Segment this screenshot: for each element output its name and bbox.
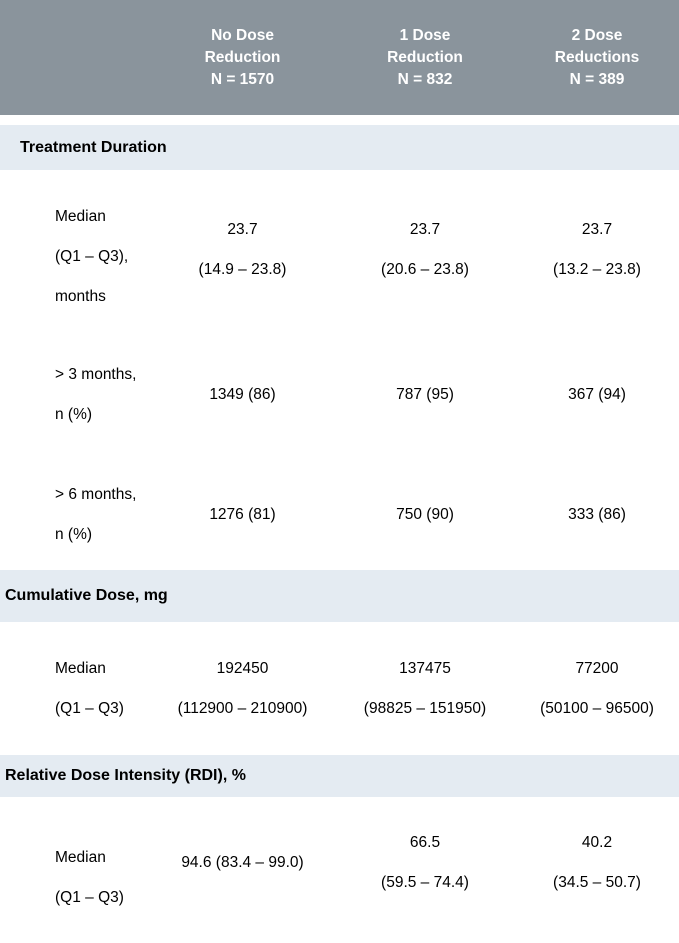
data-cell: 1276 (81) — [150, 460, 335, 570]
section-title: Treatment Duration — [20, 138, 167, 156]
cell-value-line: 66.5 — [409, 833, 441, 851]
table-header-row: No Dose Reduction N = 1570 1 Dose Reduct… — [0, 0, 679, 115]
cell-value-line: (59.5 – 74.4) — [381, 873, 469, 891]
data-cell: 192450 (112900 – 210900) — [150, 622, 335, 755]
cell-value-line: 787 (95) — [396, 386, 454, 403]
cell-value-line: 192450 — [216, 659, 269, 677]
row-label: > 3 months, n (%) — [0, 330, 150, 460]
data-cell: 66.5 (59.5 – 74.4) — [335, 797, 515, 928]
cell-value-line: (34.5 – 50.7) — [553, 873, 641, 891]
data-cell: 137475 (98825 – 151950) — [335, 622, 515, 755]
column-title-line: Reduction — [204, 48, 281, 66]
row-gt-6-months: > 6 months, n (%) 1276 (81) 750 (90) 333… — [0, 460, 679, 570]
column-title-line: 2 Dose — [571, 26, 623, 44]
column-header-no-dose-reduction: No Dose Reduction N = 1570 — [150, 0, 335, 115]
cell-value-line: 23.7 — [409, 221, 441, 238]
cell-value-line: (20.6 – 23.8) — [381, 261, 469, 278]
data-cell: 367 (94) — [515, 330, 679, 460]
row-median-duration: Median (Q1 – Q3), months 23.7 (14.9 – 23… — [0, 170, 679, 330]
header-spacer — [0, 0, 150, 115]
data-cell: 333 (86) — [515, 460, 679, 570]
row-label-line: Median — [55, 659, 106, 677]
data-cell: 94.6 (83.4 – 99.0) — [150, 797, 335, 928]
data-cell: 23.7 (14.9 – 23.8) — [150, 170, 335, 330]
cell-value-line: 40.2 — [581, 833, 613, 851]
cell-value-line: 23.7 — [227, 221, 258, 238]
cell-value-line: 23.7 — [581, 221, 613, 238]
data-cell: 40.2 (34.5 – 50.7) — [515, 797, 679, 928]
row-label-line: > 6 months, — [55, 486, 137, 503]
section-header-treatment-duration: Treatment Duration — [0, 125, 679, 170]
row-gt-3-months: > 3 months, n (%) 1349 (86) 787 (95) 367… — [0, 330, 679, 460]
cell-value-line: 333 (86) — [568, 506, 626, 523]
section-title: Cumulative Dose, mg — [5, 587, 168, 604]
cell-value-line: 1349 (86) — [209, 386, 276, 403]
section-header-relative-dose-intensity: Relative Dose Intensity (RDI), % — [0, 755, 679, 797]
cell-value-line: 750 (90) — [396, 506, 454, 523]
column-title-line: 1 Dose — [399, 26, 451, 44]
data-cell: 787 (95) — [335, 330, 515, 460]
column-header-1-dose-reduction: 1 Dose Reduction N = 832 — [335, 0, 515, 115]
row-label-line: (Q1 – Q3) — [55, 699, 124, 717]
column-n-count: N = 832 — [397, 70, 453, 88]
cell-value-line: 77200 — [575, 659, 619, 677]
row-label-line: months — [55, 288, 106, 305]
data-cell: 1349 (86) — [150, 330, 335, 460]
row-label: Median (Q1 – Q3) — [0, 812, 150, 943]
cell-value-line: 367 (94) — [568, 386, 626, 403]
column-title-line: Reduction — [387, 48, 463, 66]
column-header-2-dose-reductions: 2 Dose Reductions N = 389 — [515, 0, 679, 115]
cell-value-line: (112900 – 210900) — [177, 699, 308, 717]
row-label: Median (Q1 – Q3) — [0, 622, 150, 755]
row-label: Median (Q1 – Q3), months — [0, 177, 150, 337]
row-label-line: n (%) — [55, 406, 93, 423]
cell-value-line: 137475 — [399, 659, 451, 677]
row-median-cumulative-dose: Median (Q1 – Q3) 192450 (112900 – 210900… — [0, 622, 679, 755]
cell-value-line: (50100 – 96500) — [540, 699, 654, 717]
cell-value-line: 1276 (81) — [209, 506, 276, 523]
row-label-line: n (%) — [55, 526, 93, 543]
column-title-line: No Dose — [211, 26, 274, 44]
row-label-line: (Q1 – Q3) — [55, 888, 124, 906]
row-median-rdi: Median (Q1 – Q3) 94.6 (83.4 – 99.0) 66.5… — [0, 797, 679, 928]
cell-value-line: (13.2 – 23.8) — [553, 261, 641, 278]
cell-value-line: 94.6 (83.4 – 99.0) — [181, 853, 304, 871]
row-label: > 6 months, n (%) — [0, 460, 150, 570]
column-title-line: Reductions — [554, 48, 640, 66]
data-cell: 750 (90) — [335, 460, 515, 570]
row-label-line: (Q1 – Q3), — [55, 248, 129, 265]
section-title: Relative Dose Intensity (RDI), % — [5, 767, 246, 784]
data-cell: 23.7 (20.6 – 23.8) — [335, 170, 515, 330]
section-header-cumulative-dose: Cumulative Dose, mg — [0, 570, 679, 622]
cell-value-line: (98825 – 151950) — [363, 699, 487, 717]
cell-value-line: (14.9 – 23.8) — [198, 261, 287, 278]
row-label-line: > 3 months, — [55, 366, 137, 383]
data-cell: 23.7 (13.2 – 23.8) — [515, 170, 679, 330]
header-divider-gap — [0, 115, 679, 125]
row-label-line: Median — [55, 848, 106, 866]
data-cell: 77200 (50100 – 96500) — [515, 622, 679, 755]
column-n-count: N = 389 — [569, 70, 625, 88]
row-label-line: Median — [55, 208, 106, 225]
column-n-count: N = 1570 — [210, 70, 275, 88]
